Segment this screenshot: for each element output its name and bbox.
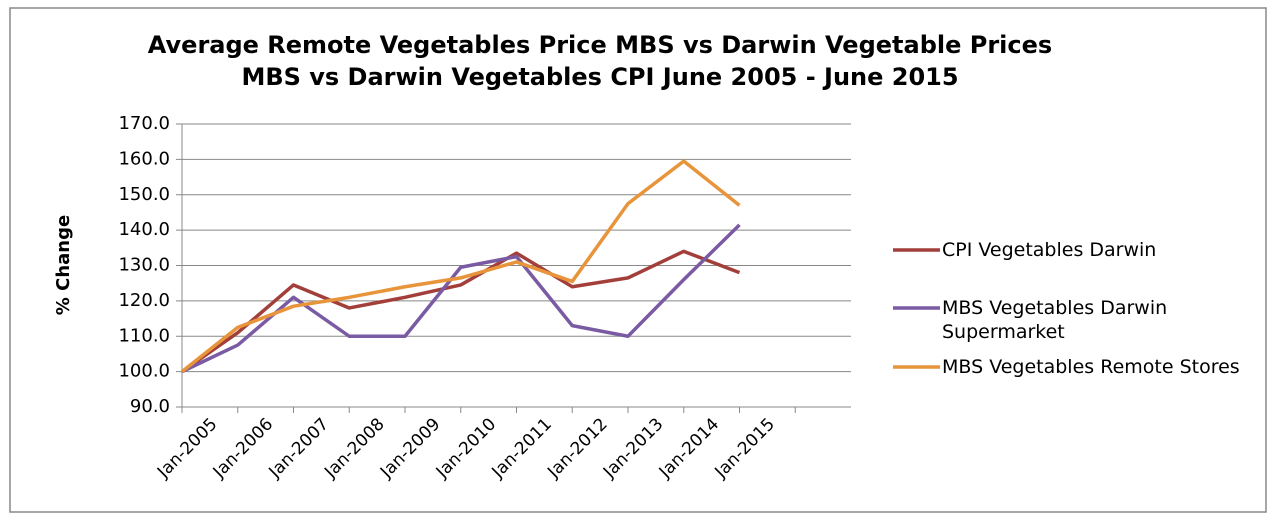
legend-label: MBS Vegetables Remote Stores	[942, 356, 1240, 378]
series-line	[180, 159, 741, 373]
y-tick-label: 120.0	[118, 290, 170, 311]
legend-label: MBS Vegetables Darwin Supermarket	[942, 297, 1168, 343]
y-tick-label: 140.0	[118, 219, 170, 240]
y-tick-label: 90.0	[130, 396, 170, 417]
chart-title: Average Remote Vegetables Price MBS vs D…	[148, 31, 1052, 59]
y-tick-label: 110.0	[118, 325, 170, 346]
y-tick-label: 170.0	[118, 113, 170, 134]
y-tick-label: 150.0	[118, 184, 170, 205]
chart-border	[9, 7, 1267, 513]
chart-subtitle: MBS vs Darwin Vegetables CPI June 2005 -…	[241, 63, 958, 91]
series-line	[180, 249, 741, 374]
y-tick-label: 130.0	[118, 255, 170, 276]
y-tick-label: 160.0	[118, 148, 170, 169]
y-tick-label: 100.0	[118, 361, 170, 382]
y-axis-label: % Change	[53, 215, 74, 315]
legend-label: CPI Vegetables Darwin	[942, 239, 1157, 261]
